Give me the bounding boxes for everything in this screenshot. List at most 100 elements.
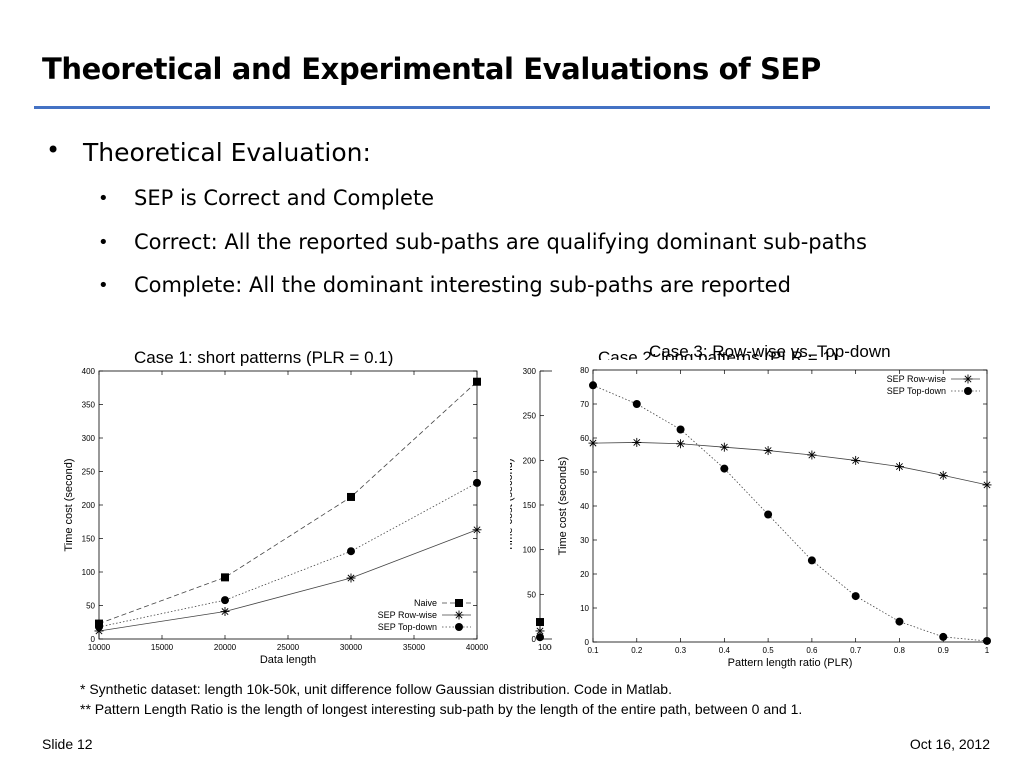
data-point: [807, 556, 816, 565]
slide-date: Oct 16, 2012: [909, 736, 990, 752]
legend-marker: [963, 374, 973, 384]
y-tick-label: 60: [580, 434, 589, 443]
legend-marker: [454, 610, 464, 620]
series-line: [592, 384, 988, 642]
y-tick-label: 100: [523, 546, 537, 555]
sub-bullet-text: SEP is Correct and Complete: [134, 186, 435, 210]
data-point: [473, 478, 481, 487]
data-point: [588, 438, 598, 448]
data-point: [719, 442, 729, 452]
legend-label: SEP Row-wise: [887, 374, 946, 384]
data-point: [676, 439, 686, 449]
data-point: [763, 446, 773, 456]
data-point: [473, 377, 481, 386]
y-axis-label: Time cost (seconds): [557, 457, 569, 556]
y-axis-label: Time cost (second): [510, 458, 515, 551]
y-tick-label: 200: [523, 456, 537, 465]
legend-label: Naive: [414, 598, 437, 608]
data-point: [720, 464, 729, 473]
y-tick-label: 80: [580, 366, 589, 375]
y-tick-label: 300: [82, 434, 96, 443]
y-tick-label: 150: [523, 501, 537, 510]
title-underline: [34, 106, 990, 109]
data-point: [535, 626, 545, 636]
bullet-dot: •: [98, 232, 109, 253]
data-point: [220, 607, 230, 617]
data-point: [983, 636, 991, 645]
x-tick-label: 0.9: [938, 646, 950, 655]
legend-marker: [455, 623, 463, 631]
data-point: [632, 400, 641, 408]
y-tick-label: 0: [585, 638, 590, 647]
y-tick-label: 50: [580, 468, 589, 477]
x-tick-label: 0.8: [894, 646, 906, 655]
y-tick-label: 300: [523, 367, 537, 376]
data-point: [95, 622, 103, 631]
bullet-dot: •: [98, 188, 109, 209]
y-tick-label: 70: [580, 400, 589, 409]
x-axis-label: Pattern length ratio (PLR): [728, 657, 853, 669]
chart1-caption: Case 1: short patterns (PLR = 0.1): [134, 348, 394, 367]
data-point: [221, 596, 229, 605]
x-tick-label: 0.1: [587, 646, 599, 655]
data-point: [221, 573, 229, 582]
x-tick-label: 25000: [277, 643, 300, 652]
y-axis-label: Time cost (second): [63, 458, 75, 551]
y-tick-label: 250: [82, 468, 96, 477]
bullet-dot: •: [98, 275, 109, 296]
x-tick-label: 10000: [88, 643, 111, 652]
legend-label: SEP Top-down: [378, 622, 437, 632]
data-point: [676, 425, 685, 434]
data-point: [807, 450, 817, 460]
y-tick-label: 100: [82, 568, 96, 577]
series-line: [98, 529, 478, 632]
y-tick-label: 200: [82, 501, 96, 510]
data-point: [536, 633, 544, 642]
x-tick-label: 0.6: [806, 646, 818, 655]
chart3-frame: 0 10 20 30 40 50 60 70 80 0.1 0.2 0.3 0.4 0.5 0.6 0.7 0.…: [552, 360, 994, 672]
series-line: [592, 442, 988, 486]
y-tick-label: 50: [86, 602, 95, 611]
y-tick-label: 350: [82, 401, 96, 410]
y-tick-label: 400: [82, 367, 96, 376]
y-tick-label: 250: [523, 412, 537, 421]
x-tick-label: 1000: [538, 643, 556, 652]
x-tick-label: 20000: [214, 643, 237, 652]
y-tick-label: 150: [82, 535, 96, 544]
sub-bullet-text: Correct: All the reported sub-paths are …: [134, 230, 867, 254]
series-line: [98, 381, 478, 624]
data-point: [536, 618, 544, 627]
footnote-2: ** Pattern Length Ratio is the length of…: [80, 701, 803, 717]
x-tick-label: 40000: [466, 643, 489, 652]
footnote-1: * Synthetic dataset: length 10k-50k, uni…: [80, 681, 672, 697]
data-point: [346, 573, 356, 583]
y-tick-label: 30: [580, 536, 589, 545]
data-point: [938, 470, 948, 480]
slide-number: Slide 12: [42, 736, 93, 752]
data-point: [895, 617, 904, 626]
data-point: [472, 525, 482, 535]
data-point: [764, 510, 773, 519]
chart2-caption: Case 2: long patterns (PLR = 1): [598, 348, 838, 367]
x-tick-label: 0.2: [631, 646, 643, 655]
chart1-plot: 0 50 100 150 200 250 300 350 400 10000 15000 20000 2…: [63, 367, 489, 666]
y-tick-label: 40: [580, 502, 589, 511]
legend-marker: [964, 387, 972, 395]
x-axis-label: Data length: [260, 654, 316, 666]
x-tick-label: 0.5: [763, 646, 775, 655]
data-point: [894, 462, 904, 472]
y-tick-label: 0: [532, 635, 537, 644]
y-tick-label: 50: [527, 590, 536, 599]
x-tick-label: 30000: [340, 643, 363, 652]
x-tick-label: 0.3: [675, 646, 687, 655]
chart3-plot: 0 10 20 30 40 50 60 70 80 0.1 0.2 0.3 0.4 0.5 0.6 0.7 0.…: [557, 366, 992, 669]
y-tick-label: 0: [91, 635, 96, 644]
legend-label: SEP Row-wise: [378, 610, 437, 620]
slide-title: Theoretical and Experimental Evaluations…: [42, 52, 821, 86]
bullet-dot: •: [46, 136, 61, 164]
plot-border: [592, 369, 988, 643]
data-point: [347, 547, 355, 556]
legend-label: SEP Top-down: [887, 386, 946, 396]
x-tick-label: 0.4: [719, 646, 731, 655]
data-point: [347, 492, 355, 501]
